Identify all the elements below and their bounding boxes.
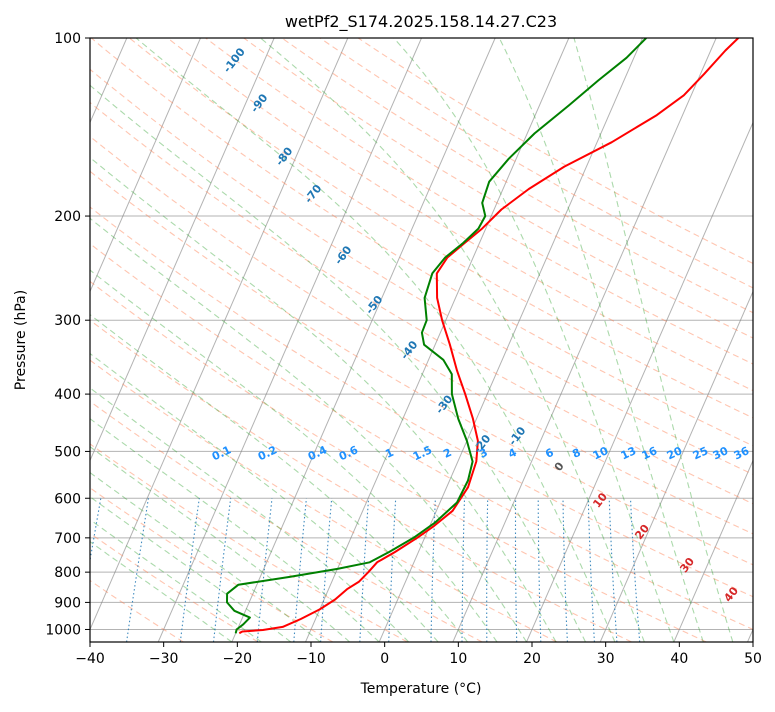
y-tick-label: 700 <box>54 531 81 547</box>
y-tick-label: 500 <box>54 444 81 460</box>
y-tick-label: 400 <box>54 387 81 403</box>
x-tick-label: 30 <box>597 651 615 667</box>
chart-title: wetPf2_S174.2025.158.14.27.C23 <box>285 12 557 32</box>
x-tick-label: −40 <box>75 651 105 667</box>
x-tick-label: 20 <box>523 651 541 667</box>
y-axis-title: Pressure (hPa) <box>13 290 29 390</box>
x-tick-label: 0 <box>380 651 389 667</box>
x-tick-label: 10 <box>449 651 467 667</box>
x-tick-label: 50 <box>744 651 762 667</box>
y-tick-label: 100 <box>54 31 81 47</box>
x-tick-label: −30 <box>149 651 179 667</box>
y-tick-label: 200 <box>54 209 81 225</box>
y-tick-label: 800 <box>54 565 81 581</box>
y-tick-label: 1000 <box>45 622 81 638</box>
y-tick-label: 900 <box>54 595 81 611</box>
x-tick-label: 40 <box>670 651 688 667</box>
x-axis-title: Temperature (°C) <box>360 681 482 697</box>
x-tick-label: −10 <box>296 651 326 667</box>
y-tick-label: 600 <box>54 491 81 507</box>
x-tick-label: −20 <box>223 651 253 667</box>
y-tick-label: 300 <box>54 313 81 329</box>
